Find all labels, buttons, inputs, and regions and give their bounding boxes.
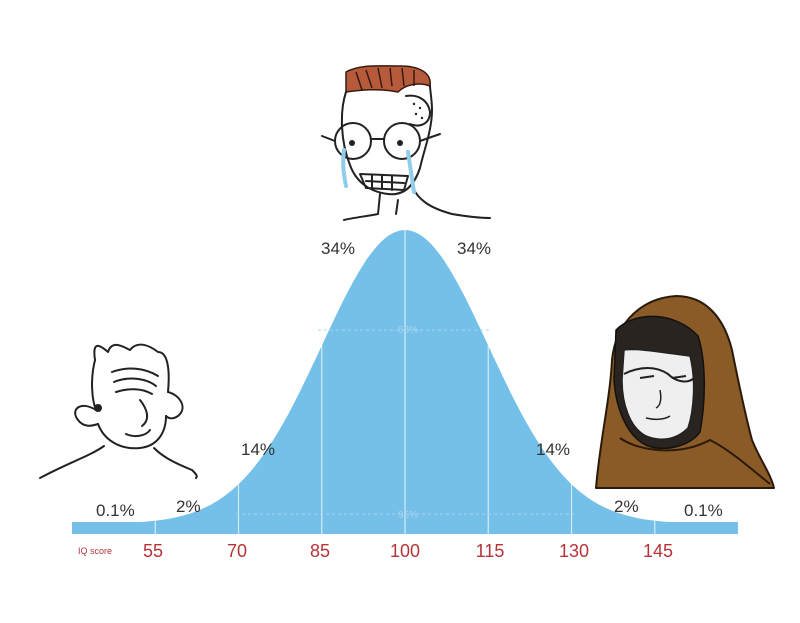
tick-label-145: 145: [642, 541, 674, 561]
segment-percentages: 0.1% 2% 14% 34% 34% 14% 2% 0.1%: [96, 239, 723, 520]
segment-label-4: 34%: [457, 239, 491, 258]
band-68-label: 68%: [398, 325, 418, 336]
segment-label-5: 14%: [536, 440, 570, 459]
segment-label-6: 2%: [614, 497, 639, 516]
sd-dividers: [154, 230, 656, 534]
segment-label-3: 34%: [321, 239, 355, 258]
crying-nerd-wojak-illustration: [321, 65, 491, 221]
tick-label-70: 70: [226, 541, 248, 561]
axis-title: IQ score: [78, 546, 113, 556]
tick-label-55: 55: [142, 541, 164, 561]
tick-label-115: 115: [475, 541, 505, 561]
tick-label-100: 100: [389, 541, 421, 561]
tick-label-85: 85: [309, 541, 331, 561]
tick-label-130: 130: [558, 541, 590, 561]
segment-label-7: 0.1%: [684, 501, 723, 520]
hooded-monk-wojak-illustration: [595, 295, 775, 489]
simple-wojak-illustration: [39, 343, 198, 479]
segment-label-1: 2%: [176, 497, 201, 516]
segment-label-2: 14%: [241, 440, 275, 459]
segment-label-0: 0.1%: [96, 501, 135, 520]
band-95-label: 95%: [398, 510, 418, 521]
